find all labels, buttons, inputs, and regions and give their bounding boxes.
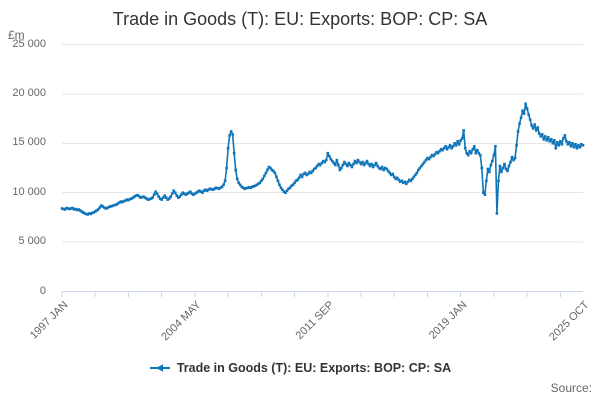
y-axis-label: 0	[39, 284, 46, 297]
y-axis-label: 5 000	[18, 235, 46, 248]
series-markers[interactable]	[60, 102, 585, 216]
y-axis-label: 10 000	[12, 185, 46, 198]
y-axis-unit-label: £m	[8, 28, 25, 42]
legend-label: Trade in Goods (T): EU: Exports: BOP: CP…	[176, 361, 452, 375]
legend-item[interactable]: Trade in Goods (T): EU: Exports: BOP: CP…	[0, 361, 600, 375]
y-axis-label: 20 000	[12, 86, 46, 99]
source-label: Source:	[550, 381, 592, 395]
legend-line-marker-icon	[149, 364, 170, 372]
y-axis-label: 15 000	[12, 136, 46, 149]
chart-title: Trade in Goods (T): EU: Exports: BOP: CP…	[112, 9, 488, 29]
y-axis-label: 25 000	[12, 37, 46, 50]
